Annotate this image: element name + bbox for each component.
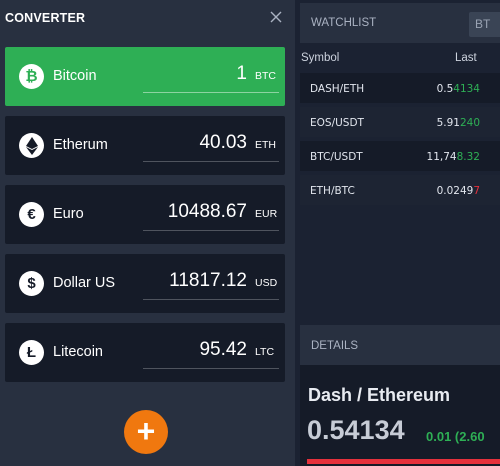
amount-value: 10488.67 [168,201,247,223]
table-row[interactable]: ETH/BTC 0.02497 [300,175,500,205]
bitcoin-icon: ₿ [19,64,44,89]
watchlist-title: WATCHLIST [311,17,376,29]
amount-input[interactable]: 95.42 LTC [143,333,279,369]
unit-label: USD [255,277,277,289]
table-row[interactable]: DASH/ETH 0.54134 [300,73,500,103]
converter-title: CONVERTER [5,11,85,25]
converter-row-bitcoin[interactable]: ₿ Bitcoin 1 BTC [5,47,285,106]
amount-input[interactable]: 11817.12 USD [143,264,279,300]
unit-label: EUR [255,208,277,220]
details-title: DETAILS [311,340,358,352]
dollar-icon: $ [19,271,44,296]
symbol-cell: ETH/BTC [310,185,355,197]
coin-name: Euro [53,206,84,222]
amount-value: 95.42 [199,339,247,361]
amount-input[interactable]: 40.03 ETH [143,126,279,162]
amount-value: 40.03 [199,132,247,154]
price-cell: 11,748.32 [427,151,480,163]
watchlist-column-headers: Symbol Last [300,45,500,71]
converter-row-euro[interactable]: € Euro 10488.67 EUR [5,185,285,244]
price-cell: 5.91240 [437,117,480,129]
litecoin-icon: Ł [19,340,44,365]
amount-value: 11817.12 [169,270,247,292]
price-cell: 0.02497 [437,185,480,197]
pair-name: Dash / Ethereum [308,385,450,406]
coin-name: Etherum [53,137,108,153]
coin-name: Dollar US [53,275,115,291]
pair-change: 0.01 (2.60 [426,429,485,444]
price-cell: 0.54134 [437,83,480,95]
column-last[interactable]: Last [455,52,477,64]
symbol-cell: DASH/ETH [310,83,364,95]
symbol-cell: BTC/USDT [310,151,363,163]
converter-row-litecoin[interactable]: Ł Litecoin 95.42 LTC [5,323,285,382]
details-header: DETAILS [300,325,500,365]
converter-panel: CONVERTER ₿ Bitcoin 1 BTC Etherum 40.03 … [0,0,295,466]
converter-row-ethereum[interactable]: Etherum 40.03 ETH [5,116,285,175]
add-currency-button[interactable]: + [124,410,168,454]
column-symbol[interactable]: Symbol [301,52,339,64]
price-change-bar [307,459,500,464]
unit-label: ETH [255,139,276,151]
converter-row-dollar[interactable]: $ Dollar US 11817.12 USD [5,254,285,313]
unit-label: BTC [255,70,276,82]
coin-name: Litecoin [53,344,103,360]
watchlist-header: WATCHLIST BT [300,3,500,43]
details-panel: Dash / Ethereum 0.54134 0.01 (2.60 [300,365,500,466]
ethereum-icon [19,133,44,158]
symbol-cell: EOS/USDT [310,117,364,129]
unit-label: LTC [255,346,274,358]
euro-icon: € [19,202,44,227]
close-icon[interactable] [268,9,284,25]
watchlist-empty-area [300,207,500,320]
amount-value: 1 [236,63,247,85]
amount-input[interactable]: 1 BTC [143,57,279,93]
table-row[interactable]: BTC/USDT 11,748.32 [300,141,500,171]
coin-name: Bitcoin [53,68,97,84]
pair-price: 0.54134 [307,415,405,446]
market-filter-button[interactable]: BT [469,12,500,37]
table-row[interactable]: EOS/USDT 5.91240 [300,107,500,137]
amount-input[interactable]: 10488.67 EUR [143,195,279,231]
